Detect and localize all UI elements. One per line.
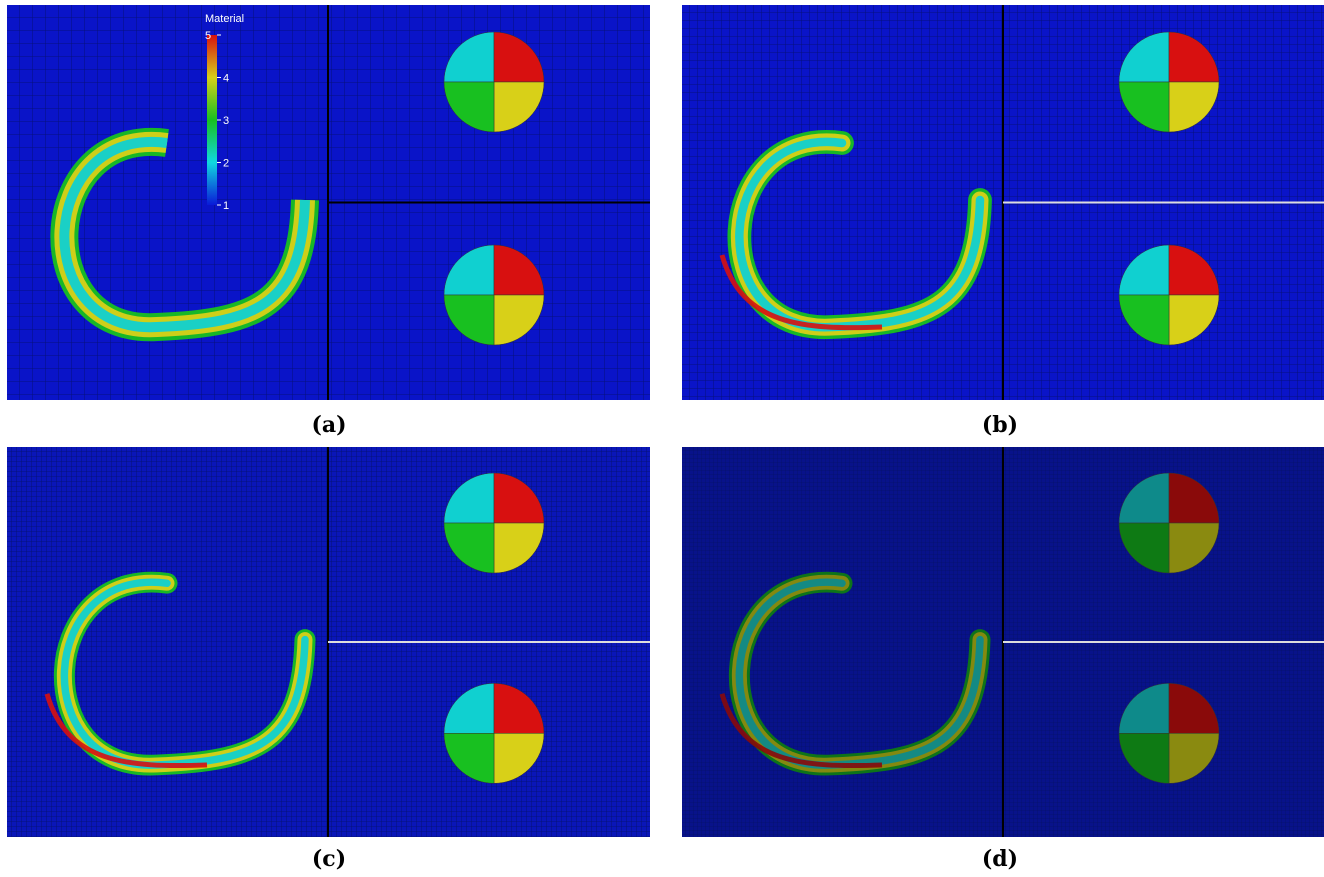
disc-quadrant bbox=[443, 683, 495, 734]
disc-quadrant bbox=[1168, 733, 1220, 784]
disc-quadrant bbox=[443, 294, 495, 346]
disc-quadrant bbox=[1118, 733, 1170, 784]
disc-quadrant bbox=[493, 294, 545, 346]
disc-quadrant bbox=[443, 244, 495, 296]
colorbar-tick-label: 1 bbox=[223, 200, 229, 212]
disc-quadrant bbox=[1118, 294, 1170, 346]
colorbar-tick-label: 3 bbox=[223, 115, 229, 127]
panel bbox=[682, 447, 1324, 837]
panel bbox=[7, 5, 650, 400]
disc-quadrant bbox=[493, 81, 545, 133]
panel-label: (c) bbox=[312, 846, 346, 872]
disc-quadrant bbox=[1168, 244, 1220, 296]
colorbar-tick-label: 4 bbox=[223, 73, 229, 85]
disc-quadrant bbox=[1118, 81, 1170, 133]
spiral-band bbox=[719, 693, 883, 769]
spiral-band bbox=[59, 136, 310, 333]
disc-quadrant bbox=[443, 31, 495, 83]
spiral-band bbox=[719, 254, 883, 331]
spiral bbox=[50, 127, 319, 342]
disc-quadrant bbox=[443, 81, 495, 133]
disc-quadrant bbox=[493, 683, 545, 734]
panel bbox=[682, 5, 1324, 400]
disc-quadrant bbox=[1168, 683, 1220, 734]
spiral bbox=[44, 571, 316, 776]
disc-quadrant bbox=[1118, 244, 1170, 296]
colorbar: Material 1 2 3 4 5 bbox=[205, 13, 244, 212]
panel-label: (b) bbox=[982, 412, 1018, 438]
colorbar-title: Material bbox=[205, 13, 244, 25]
panel bbox=[7, 447, 650, 837]
panel-label: (d) bbox=[982, 846, 1018, 872]
disc-quadrant bbox=[1118, 31, 1170, 83]
disc-quadrant bbox=[1168, 81, 1220, 133]
disc-quadrant bbox=[493, 522, 545, 574]
colorbar-ramp bbox=[207, 35, 217, 205]
spiral bbox=[719, 130, 992, 339]
disc-quadrant bbox=[493, 31, 545, 83]
disc-quadrant bbox=[1118, 522, 1170, 574]
spiral-band bbox=[44, 693, 208, 769]
colorbar-tick-label: 2 bbox=[223, 158, 229, 170]
disc-quadrant bbox=[443, 472, 495, 524]
disc-quadrant bbox=[1168, 294, 1220, 346]
colorbar-tick-label: 5 bbox=[205, 30, 211, 42]
disc-quadrant bbox=[443, 733, 495, 784]
disc-quadrant bbox=[1168, 31, 1220, 83]
disc-quadrant bbox=[1118, 472, 1170, 524]
spiral bbox=[719, 571, 991, 776]
disc-quadrant bbox=[493, 733, 545, 784]
disc-quadrant bbox=[493, 472, 545, 524]
disc-quadrant bbox=[1118, 683, 1170, 734]
panel-label: (a) bbox=[311, 412, 346, 438]
disc-quadrant bbox=[443, 522, 495, 574]
disc-quadrant bbox=[1168, 522, 1220, 574]
disc-quadrant bbox=[493, 244, 545, 296]
disc-quadrant bbox=[1168, 472, 1220, 524]
